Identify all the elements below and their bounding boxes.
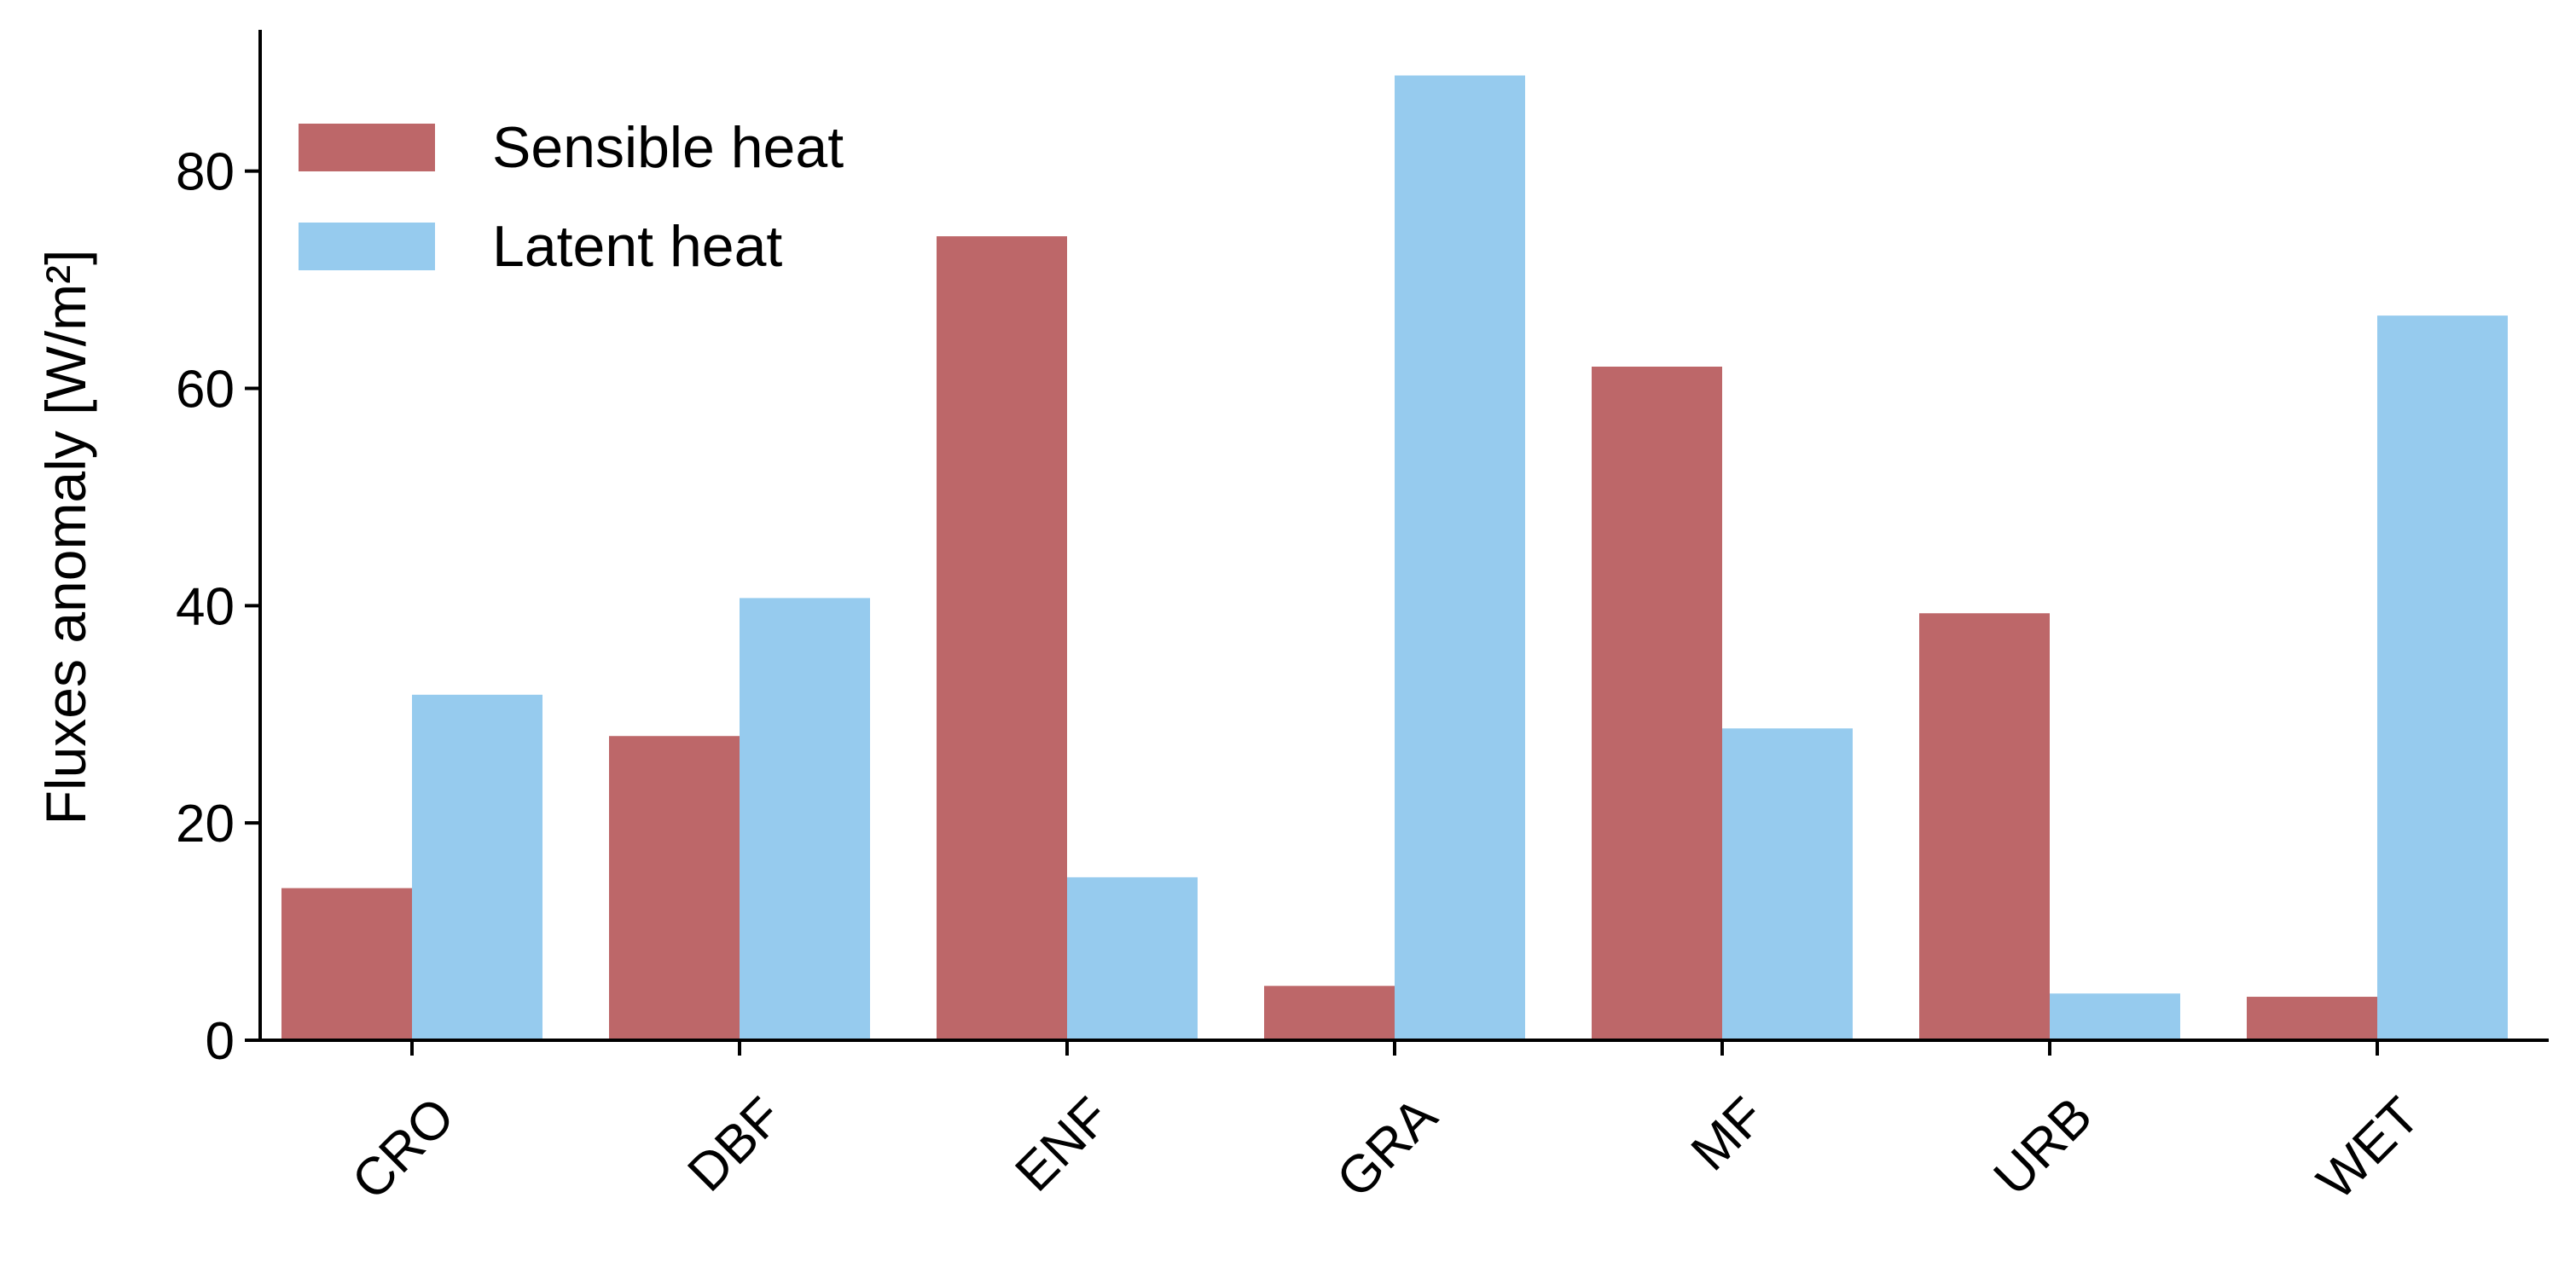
bar-latent-heat-wet [2377,315,2508,1040]
y-axis-label: Fluxes anomaly [W/m²] [34,250,97,825]
legend-swatch-latent-heat [299,223,435,270]
bar-sensible-heat-enf [937,236,1067,1040]
legend-swatch-sensible-heat [299,124,435,171]
legend-label-sensible-heat: Sensible heat [492,115,844,180]
bar-sensible-heat-urb [1919,613,2050,1040]
y-tick-label: 80 [176,143,235,202]
bar-sensible-heat-gra [1264,986,1395,1040]
bar-latent-heat-mf [1722,728,1853,1040]
x-tick-label-gra: GRA [1326,1086,1448,1209]
x-tick-label-dbf: DBF [677,1086,793,1202]
x-tick-label-urb: URB [1983,1086,2103,1206]
bar-latent-heat-enf [1067,877,1198,1040]
legend: Sensible heat Latent heat [299,115,844,279]
x-tick-label-wet: WET [2306,1086,2431,1211]
bars-layer [281,75,2508,1041]
bar-sensible-heat-mf [1592,367,1722,1040]
legend-label-latent-heat: Latent heat [492,214,782,279]
bar-sensible-heat-wet [2247,997,2377,1040]
x-tick-label-mf: MF [1680,1086,1776,1182]
y-tick-label: 60 [176,360,235,419]
x-ticks: CRO DBF ENF GRA MF URB WET [341,1040,2431,1211]
bar-latent-heat-cro [412,694,542,1040]
y-tick-label: 40 [176,577,235,636]
y-ticks: 0 20 40 60 80 [176,143,260,1071]
x-tick-label-cro: CRO [341,1086,466,1211]
bar-sensible-heat-dbf [609,736,740,1040]
bar-sensible-heat-cro [281,888,412,1040]
y-tick-label: 20 [176,795,235,853]
y-tick-label: 0 [206,1012,235,1071]
x-tick-label-enf: ENF [1005,1086,1121,1202]
bar-latent-heat-gra [1395,75,1525,1041]
bar-latent-heat-dbf [740,598,870,1040]
bar-latent-heat-urb [2050,993,2180,1040]
